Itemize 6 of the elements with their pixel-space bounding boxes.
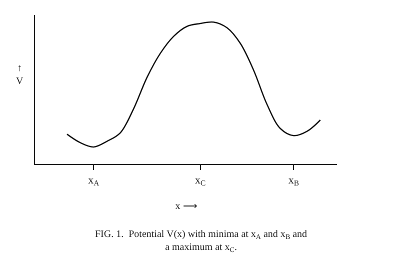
x-tick-label: x$_{B}$: [288, 174, 299, 188]
text: FIG. 1. Potential V(x) with minima at x$_{A}$ and x$_{B}$ and a maximum at x$_{C}$.: [95, 229, 308, 254]
x-tick-label: x$_{C}$: [195, 174, 206, 188]
x-axis-title: x ⟶: [175, 201, 197, 212]
x-tick-label: x$_{A}$: [88, 174, 100, 188]
y-axis-title: ↑ V: [16, 63, 24, 87]
